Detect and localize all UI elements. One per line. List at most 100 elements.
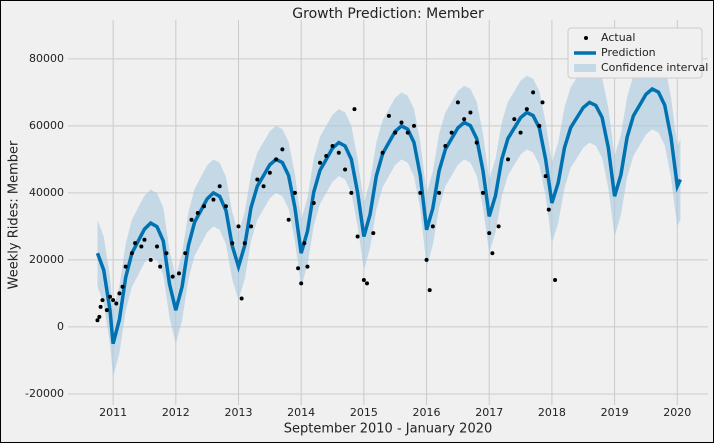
y-tick-label: -20000 (25, 387, 64, 400)
actual-point (490, 251, 495, 256)
actual-point (299, 281, 304, 286)
actual-point (211, 197, 216, 202)
actual-point (371, 231, 376, 236)
actual-point (249, 224, 254, 229)
actual-point (386, 113, 391, 118)
confidence-band (97, 48, 681, 378)
actual-point (462, 117, 467, 122)
y-tick-label: 80000 (29, 52, 64, 65)
actual-point (302, 241, 307, 246)
prediction-line (95, 86, 682, 345)
actual-point (230, 241, 235, 246)
actual-point (330, 143, 335, 148)
y-tick-label: 40000 (29, 186, 64, 199)
actual-point (100, 298, 105, 303)
actual-point (111, 298, 116, 303)
actual-point (117, 291, 122, 296)
actual-point (437, 190, 442, 195)
actual-point (399, 120, 404, 125)
actual-point (468, 110, 473, 115)
chart-title: Growth Prediction: Member (292, 6, 484, 22)
legend-label: Actual (601, 31, 635, 44)
actual-point (176, 271, 181, 276)
actual-point (430, 224, 435, 229)
legend-label: Prediction (601, 46, 656, 59)
actual-point (98, 304, 103, 309)
actual-point (236, 224, 241, 229)
actual-point (255, 177, 260, 182)
actual-point (202, 204, 207, 209)
actual-point (455, 100, 460, 105)
actual-point (352, 107, 357, 112)
actual-point (480, 190, 485, 195)
legend-marker (584, 36, 588, 40)
actual-point (317, 160, 322, 165)
actual-point (95, 318, 100, 323)
actual-point (474, 140, 479, 145)
actual-point (305, 264, 310, 269)
actual-point (543, 174, 548, 179)
actual-point (223, 204, 228, 209)
x-tick-label: 2015 (350, 406, 378, 419)
actual-point (189, 217, 194, 222)
actual-point (349, 190, 354, 195)
actual-point (274, 157, 279, 162)
y-axis-label: Weekly Rides: Member (7, 140, 22, 289)
x-tick-label: 2019 (601, 406, 629, 419)
actual-point (170, 274, 175, 279)
actual-point (183, 251, 188, 256)
actual-point (546, 207, 551, 212)
legend-label: Confidence interval (601, 61, 708, 74)
actual-point (296, 266, 301, 271)
legend-marker (574, 64, 596, 72)
actual-point (537, 123, 542, 128)
y-tick-label: 0 (57, 320, 64, 333)
actual-point (506, 157, 511, 162)
legend: Actual Prediction Confidence interval (567, 27, 708, 79)
actual-point (242, 241, 247, 246)
actual-point (120, 284, 125, 289)
plot-area (95, 48, 682, 378)
actual-point (496, 224, 501, 229)
x-axis-label: September 2010 - January 2020 (284, 422, 493, 437)
x-tick-label: 2012 (162, 406, 190, 419)
x-tick-label: 2016 (413, 406, 441, 419)
x-tick-label: 2017 (475, 406, 503, 419)
actual-point (512, 117, 517, 122)
y-tick-label: 60000 (29, 119, 64, 132)
x-tick-label: 2014 (287, 406, 315, 419)
actual-point (405, 130, 410, 135)
actual-point (280, 147, 285, 152)
actual-point (123, 264, 128, 269)
grid: -20000 0 20000 40000 60000 80000 2011 2012 2013 2… (25, 20, 708, 419)
actual-point (107, 294, 112, 299)
actual-point (142, 237, 147, 242)
x-tick-label: 2018 (538, 406, 566, 419)
x-tick-label: 2013 (224, 406, 252, 419)
y-tick-label: 20000 (29, 253, 64, 266)
legend-box (567, 27, 703, 79)
actual-point (195, 211, 200, 216)
actual-point (139, 244, 144, 249)
actual-point (239, 296, 244, 301)
actual-point (380, 150, 385, 155)
actual-point (540, 100, 545, 105)
actual-point (365, 281, 370, 286)
actual-point (531, 90, 536, 95)
x-tick-label: 2020 (663, 406, 691, 419)
actual-point (487, 231, 492, 236)
actual-point (97, 314, 102, 319)
actual-point (449, 130, 454, 135)
actual-point (114, 301, 119, 306)
actual-point (133, 241, 138, 246)
actual-point (343, 167, 348, 172)
actual-point (155, 244, 160, 249)
actual-point (553, 278, 558, 283)
actual-point (355, 234, 360, 239)
actual-point (524, 107, 529, 112)
actual-point (104, 308, 109, 313)
actual-point (418, 190, 423, 195)
actual-point (148, 257, 153, 262)
actual-point (424, 257, 429, 262)
